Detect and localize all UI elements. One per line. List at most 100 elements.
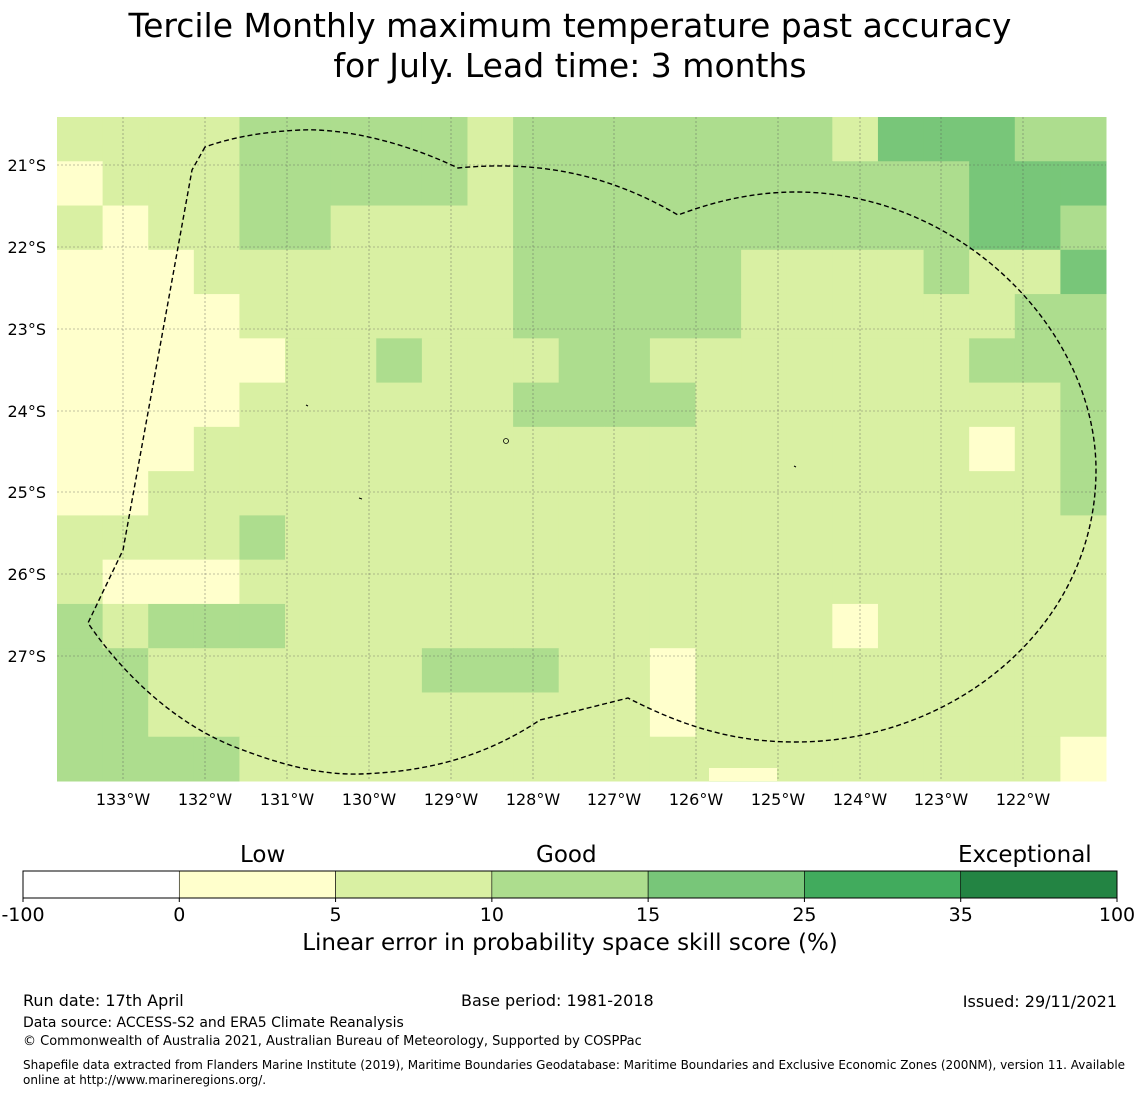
- skill-cell: [695, 117, 742, 162]
- skill-cell: [832, 294, 879, 339]
- skill-cell: [741, 294, 788, 339]
- skill-cell: [969, 338, 1016, 384]
- skill-cell: [513, 294, 560, 339]
- skill-cell: [786, 338, 833, 384]
- skill-cell: [148, 382, 195, 428]
- skill-cell: [513, 736, 560, 782]
- skill-cell: [877, 648, 925, 693]
- legend-label-low: Low: [240, 842, 286, 868]
- skill-cell: [649, 117, 697, 162]
- skill-cell: [969, 205, 1016, 251]
- skill-cell: [923, 294, 970, 339]
- skill-cell: [330, 117, 377, 162]
- skill-cell: [193, 736, 240, 782]
- skill-cell: [649, 471, 697, 516]
- skill-cell: [467, 736, 514, 782]
- skill-cell: [877, 205, 925, 251]
- skill-cell: [285, 648, 332, 693]
- skill-cell: [148, 515, 195, 561]
- skill-cell: [239, 117, 286, 162]
- skill-cell: [102, 205, 149, 251]
- skill-cell: [376, 559, 423, 605]
- base-period: Base period: 1981-2018: [461, 991, 654, 1010]
- skill-cell: [604, 471, 651, 516]
- skill-cell: [695, 294, 742, 339]
- skill-cell: [1060, 161, 1107, 207]
- skill-cell: [467, 161, 514, 207]
- skill-cell: [421, 648, 468, 693]
- skill-cell: [558, 603, 605, 649]
- skill-cell: [421, 205, 468, 251]
- skill-cell: [285, 382, 332, 428]
- lat-tick-label: 25°S: [7, 483, 46, 502]
- skill-cell: [923, 603, 970, 649]
- skill-cell: [832, 338, 879, 384]
- skill-cell: [376, 338, 423, 384]
- skill-cell: [57, 736, 104, 782]
- skill-cell: [741, 338, 788, 384]
- skill-cell: [513, 471, 560, 516]
- skill-cell: [421, 117, 468, 162]
- eez-boundary: [87, 129, 1097, 775]
- skill-cell: [285, 736, 332, 782]
- skill-cell: [1060, 736, 1107, 782]
- skill-cell: [57, 338, 104, 384]
- skill-cell: [467, 515, 514, 561]
- skill-cell: [421, 338, 468, 384]
- skill-cell: [741, 382, 788, 428]
- skill-cell: [1060, 648, 1107, 693]
- skill-cell: [376, 382, 423, 428]
- skill-cell: [193, 648, 240, 693]
- skill-cell: [285, 294, 332, 339]
- skill-cell: [786, 603, 833, 649]
- skill-cell: [376, 692, 423, 738]
- skill-cell: [102, 692, 149, 738]
- skill-cell: [604, 603, 651, 649]
- skill-cell: [695, 161, 742, 207]
- skill-cell: [1014, 294, 1061, 339]
- skill-cell: [285, 338, 332, 384]
- skill-cell: [969, 471, 1016, 516]
- skill-cell: [239, 338, 286, 384]
- graticule: [57, 117, 1106, 781]
- skill-cell: [969, 603, 1016, 649]
- skill-cell: [513, 515, 560, 561]
- skill-grid: [57, 117, 1107, 782]
- skill-cell: [467, 338, 514, 384]
- skill-cell: [832, 736, 879, 782]
- skill-cell: [102, 471, 149, 516]
- colorbar-segment: [960, 870, 1118, 899]
- skill-cell: [649, 692, 697, 738]
- skill-cell: [695, 249, 742, 295]
- title-line-1: Tercile Monthly maximum temperature past…: [128, 6, 1012, 45]
- skill-cell: [193, 692, 240, 738]
- skill-cell: [649, 648, 697, 693]
- skill-cell: [877, 471, 925, 516]
- colorbar-tick-label: 5: [330, 904, 342, 926]
- colorbar-segment: [178, 870, 336, 899]
- skill-cell: [695, 205, 742, 251]
- skill-cell: [467, 426, 514, 472]
- colorbar-tick-label: 100: [1099, 904, 1135, 926]
- skill-cell: [330, 382, 377, 428]
- skill-cell: [832, 559, 879, 605]
- skill-cell: [877, 382, 925, 428]
- skill-cell: [558, 736, 605, 782]
- skill-cell: [604, 205, 651, 251]
- skill-cell: [330, 249, 377, 295]
- issued-date: Issued: 29/11/2021: [962, 992, 1117, 1011]
- skill-cell: [695, 603, 742, 649]
- skill-cell: [741, 648, 788, 693]
- skill-cell: [969, 426, 1016, 472]
- skill-cell: [1014, 161, 1061, 207]
- skill-cell: [969, 117, 1016, 162]
- skill-cell: [193, 294, 240, 339]
- skill-cell: [513, 426, 560, 472]
- skill-cell: [330, 161, 377, 207]
- skill-cell: [102, 338, 149, 384]
- skill-cell: [558, 294, 605, 339]
- skill-cell: [604, 736, 651, 782]
- skill-cell: [786, 515, 833, 561]
- skill-cell: [877, 603, 925, 649]
- lon-tick-label: 126°W: [669, 790, 724, 809]
